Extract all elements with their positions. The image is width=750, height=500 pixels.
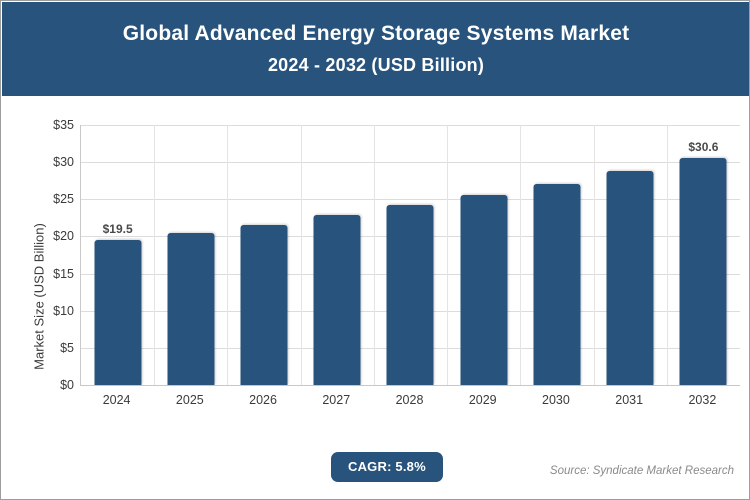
- bar-slot: [301, 125, 374, 385]
- y-axis-tick-label: $10: [53, 303, 74, 318]
- chart-footer: CAGR: 5.8% Source: Syndicate Market Rese…: [2, 441, 749, 499]
- x-axis-tick-label-2030: 2030: [542, 393, 570, 407]
- bar-2028[interactable]: [386, 205, 434, 385]
- category-separator: [593, 125, 595, 385]
- y-axis-tick-label: $25: [53, 192, 74, 207]
- bar-slot: [667, 125, 740, 385]
- bar-2029[interactable]: [460, 194, 508, 385]
- gridline: [81, 162, 740, 164]
- x-axis-tick-label-2028: 2028: [395, 393, 424, 407]
- category-separator: [666, 125, 668, 385]
- bar-slot: [374, 125, 447, 385]
- page-title: Global Advanced Energy Storage Systems M…: [122, 21, 630, 45]
- bar-slot: [520, 125, 593, 385]
- gridline: [81, 125, 740, 126]
- bar-slot: [594, 125, 667, 385]
- bar-2025[interactable]: [167, 233, 215, 385]
- bar-2032[interactable]: [679, 157, 727, 385]
- bar-2026[interactable]: [240, 224, 288, 385]
- category-separator: [300, 125, 302, 385]
- x-axis-tick-label-2024: 2024: [102, 393, 131, 407]
- y-axis-tick-label: $20: [53, 229, 74, 244]
- category-separator: [520, 125, 522, 385]
- source-note: Source: Syndicate Market Research: [549, 465, 734, 477]
- bar-value-label-2032: $30.6: [688, 139, 719, 154]
- x-axis-tick-label-2029: 2029: [468, 393, 497, 407]
- chart-header: Global Advanced Energy Storage Systems M…: [2, 2, 749, 96]
- category-separator: [154, 125, 156, 385]
- cagr-badge: CAGR: 5.8%: [331, 452, 443, 482]
- bar-2024[interactable]: [94, 240, 142, 385]
- bar-2030[interactable]: [533, 183, 581, 385]
- bar-slot: [447, 125, 520, 385]
- category-separator: [447, 125, 449, 385]
- y-axis-tick-label: $0: [60, 378, 74, 392]
- x-axis-tick-label-2032: 2032: [688, 393, 717, 407]
- category-separator: [373, 125, 375, 385]
- bar-slot: [227, 125, 300, 385]
- category-separator: [227, 125, 229, 385]
- y-axis-tick-label: $15: [53, 266, 74, 281]
- y-axis-tick-label: $30: [53, 155, 74, 170]
- bar-value-label-2024: $19.5: [102, 222, 133, 237]
- bar-2031[interactable]: [606, 171, 654, 385]
- bar-slot: [81, 125, 154, 385]
- y-axis-tick-labels: $0 $5 $10 $15 $20 $25 $30 $35: [22, 118, 74, 392]
- bar-2027[interactable]: [313, 214, 361, 385]
- y-axis-tick-label: $35: [53, 118, 74, 132]
- chart-plot-area: Market Size (USD Billion) $0 $5 $10 $15 $20 $…: [2, 97, 749, 499]
- x-axis-tick-label-2026: 2026: [249, 393, 277, 407]
- gridline: [81, 199, 740, 201]
- y-axis-tick-label: $5: [60, 340, 74, 355]
- x-axis-tick-label-2025: 2025: [175, 393, 204, 407]
- x-axis-tick-label-2027: 2027: [322, 393, 351, 407]
- bar-slot: [154, 125, 227, 385]
- x-axis-tick-label-2031: 2031: [615, 393, 644, 407]
- page-subtitle: 2024 - 2032 (USD Billion): [267, 54, 485, 75]
- bar-chart-canvas: $19.5 $30.6: [80, 125, 740, 386]
